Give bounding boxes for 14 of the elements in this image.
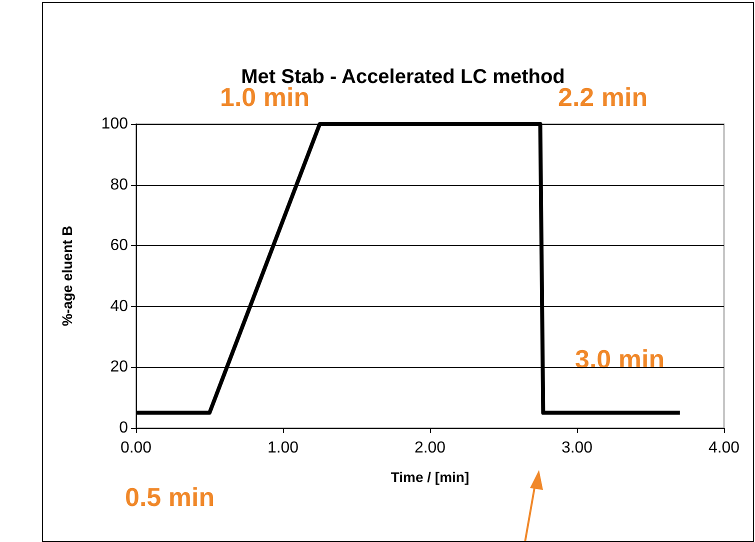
text: 0.5 min xyxy=(125,482,215,512)
y-tick-label: 100 xyxy=(101,116,128,132)
y-tick-label: 0 xyxy=(119,420,128,436)
x-axis-title: Time / [min] xyxy=(390,469,470,485)
y-tick-label: 40 xyxy=(110,298,128,315)
y-axis-title: %-age eluent B xyxy=(59,226,75,326)
x-tick-label: 2.00 xyxy=(414,440,446,456)
y-tick-label: 80 xyxy=(110,176,128,194)
y-tick-label: 60 xyxy=(110,237,128,254)
x-tick-label: 0.00 xyxy=(120,440,152,456)
x-tick-label: 3.00 xyxy=(561,440,593,456)
x-tick-label: 4.00 xyxy=(708,440,740,456)
x-tick-label: 1.00 xyxy=(267,440,299,456)
y-tick-label: 20 xyxy=(110,358,128,376)
